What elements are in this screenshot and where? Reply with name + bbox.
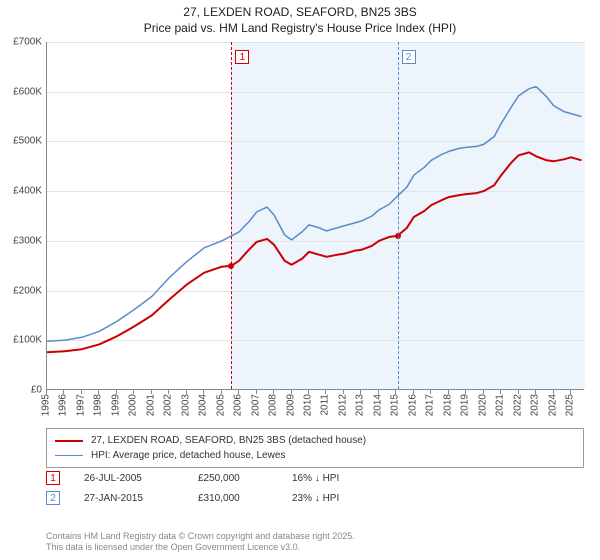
event-date: 26-JUL-2005 (84, 473, 174, 484)
title-line-1: 27, LEXDEN ROAD, SEAFORD, BN25 3BS (0, 4, 600, 20)
xtick-label: 2014 (372, 394, 383, 416)
title-line-2: Price paid vs. HM Land Registry's House … (0, 20, 600, 36)
xtick-label: 2013 (355, 394, 366, 416)
legend: 27, LEXDEN ROAD, SEAFORD, BN25 3BS (deta… (46, 428, 584, 468)
event-date: 27-JAN-2015 (84, 493, 174, 504)
xtick-label: 2022 (512, 394, 523, 416)
event-table-badge: 1 (46, 471, 60, 485)
event-badge: 2 (402, 50, 416, 64)
xtick-label: 1998 (93, 394, 104, 416)
xtick-label: 2023 (530, 394, 541, 416)
ytick-label: £100K (13, 335, 42, 346)
xtick-label: 2008 (268, 394, 279, 416)
attribution-line: Contains HM Land Registry data © Crown c… (46, 531, 355, 543)
xtick-label: 2002 (163, 394, 174, 416)
ytick-label: £500K (13, 136, 42, 147)
ytick-label: £600K (13, 86, 42, 97)
ytick-label: £200K (13, 285, 42, 296)
event-table-row: 1 26-JUL-2005 £250,000 16% ↓ HPI (46, 468, 372, 488)
xtick-label: 2017 (425, 394, 436, 416)
chart-title: 27, LEXDEN ROAD, SEAFORD, BN25 3BS Price… (0, 4, 600, 36)
xtick-label: 1999 (110, 394, 121, 416)
event-delta: 16% ↓ HPI (292, 473, 372, 484)
xtick-label: 2018 (442, 394, 453, 416)
xtick-label: 1996 (58, 394, 69, 416)
event-price: £250,000 (198, 473, 268, 484)
xtick-label: 2001 (145, 394, 156, 416)
legend-swatch (55, 455, 83, 456)
xtick-label: 2015 (390, 394, 401, 416)
xtick-label: 2019 (460, 394, 471, 416)
xtick-label: 1997 (75, 394, 86, 416)
chart-container: { "title": { "line1": "27, LEXDEN ROAD, … (0, 0, 600, 560)
xtick-label: 2021 (495, 394, 506, 416)
event-badge: 1 (235, 50, 249, 64)
event-table-row: 2 27-JAN-2015 £310,000 23% ↓ HPI (46, 488, 372, 508)
attribution-line: This data is licensed under the Open Gov… (46, 542, 355, 554)
legend-label: 27, LEXDEN ROAD, SEAFORD, BN25 3BS (deta… (91, 433, 366, 448)
xtick-label: 2000 (128, 394, 139, 416)
legend-label: HPI: Average price, detached house, Lewe… (91, 448, 285, 463)
xtick-label: 2025 (565, 394, 576, 416)
legend-row-hpi: HPI: Average price, detached house, Lewe… (55, 448, 575, 463)
xtick-label: 2006 (233, 394, 244, 416)
event-table: 1 26-JUL-2005 £250,000 16% ↓ HPI 2 27-JAN-201… (46, 468, 372, 508)
xtick-label: 2016 (407, 394, 418, 416)
series-line (47, 152, 582, 352)
series-line (47, 87, 582, 342)
ytick-label: £300K (13, 235, 42, 246)
xtick-label: 1995 (41, 394, 52, 416)
event-delta: 23% ↓ HPI (292, 493, 372, 504)
xtick-label: 2010 (303, 394, 314, 416)
xtick-label: 2009 (285, 394, 296, 416)
xtick-label: 2012 (337, 394, 348, 416)
plot-area: 12 (46, 42, 584, 390)
event-line (398, 42, 399, 389)
xtick-label: 2011 (320, 394, 331, 416)
ytick-label: £700K (13, 37, 42, 48)
legend-swatch (55, 440, 83, 442)
event-line (231, 42, 232, 389)
xtick-label: 2007 (250, 394, 261, 416)
xtick-label: 2003 (180, 394, 191, 416)
attribution: Contains HM Land Registry data © Crown c… (46, 531, 355, 554)
legend-row-price-paid: 27, LEXDEN ROAD, SEAFORD, BN25 3BS (deta… (55, 433, 575, 448)
xtick-label: 2024 (547, 394, 558, 416)
xtick-label: 2004 (198, 394, 209, 416)
xtick-label: 2005 (215, 394, 226, 416)
ytick-label: £400K (13, 186, 42, 197)
event-price: £310,000 (198, 493, 268, 504)
event-table-badge: 2 (46, 491, 60, 505)
chart-lines (47, 42, 584, 389)
xtick-label: 2020 (477, 394, 488, 416)
